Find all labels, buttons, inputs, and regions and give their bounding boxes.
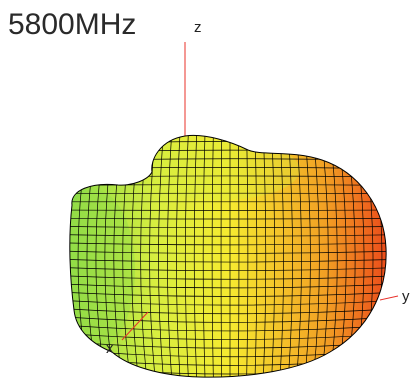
radiation-lobe (51, 120, 409, 385)
mesh-meridian (394, 120, 409, 385)
mesh-meridian (237, 135, 240, 378)
mesh-parallel (69, 299, 387, 306)
mesh-parallel (60, 124, 400, 128)
mesh-parallel (69, 184, 387, 186)
mesh-meridian (193, 135, 198, 378)
mesh-parallel (69, 226, 387, 228)
mesh-meridian (167, 135, 173, 378)
mesh-parallel (69, 308, 387, 315)
mesh-meridian (262, 135, 267, 378)
mesh-meridian (270, 135, 276, 378)
mesh-parallel (69, 316, 387, 323)
x-axis-line (121, 311, 149, 341)
mesh-parallel (69, 275, 387, 280)
mesh-meridian (184, 135, 190, 378)
mesh-meridian (254, 135, 258, 378)
mesh-parallel (69, 291, 387, 297)
mesh-meridian (211, 135, 214, 378)
mesh-meridian (51, 120, 66, 385)
mesh-meridian (246, 135, 249, 378)
mesh-meridian (176, 135, 182, 378)
y-axis-label: y (402, 288, 410, 305)
mesh-meridian (220, 135, 223, 378)
mesh-parallel (69, 267, 387, 272)
mesh-meridian (158, 135, 165, 378)
z-axis-label: z (194, 19, 202, 36)
y-axis-line (379, 295, 399, 301)
mesh-parallel (69, 283, 387, 289)
chart-title: 5800MHz (8, 8, 137, 41)
mesh-meridian (278, 135, 284, 378)
mesh-parallel (69, 242, 387, 246)
mesh-meridian (295, 135, 302, 378)
mesh-meridian (287, 135, 293, 378)
mesh-meridian (202, 135, 206, 378)
x-axis-label: x (106, 340, 114, 357)
mesh-parallel (69, 234, 387, 237)
mesh-parallel (69, 324, 387, 332)
mesh-parallel (69, 258, 387, 263)
mesh-parallel (69, 217, 387, 220)
mesh-meridian (385, 135, 387, 378)
mesh-parallel (69, 135, 387, 137)
mesh-parallel (69, 250, 387, 254)
